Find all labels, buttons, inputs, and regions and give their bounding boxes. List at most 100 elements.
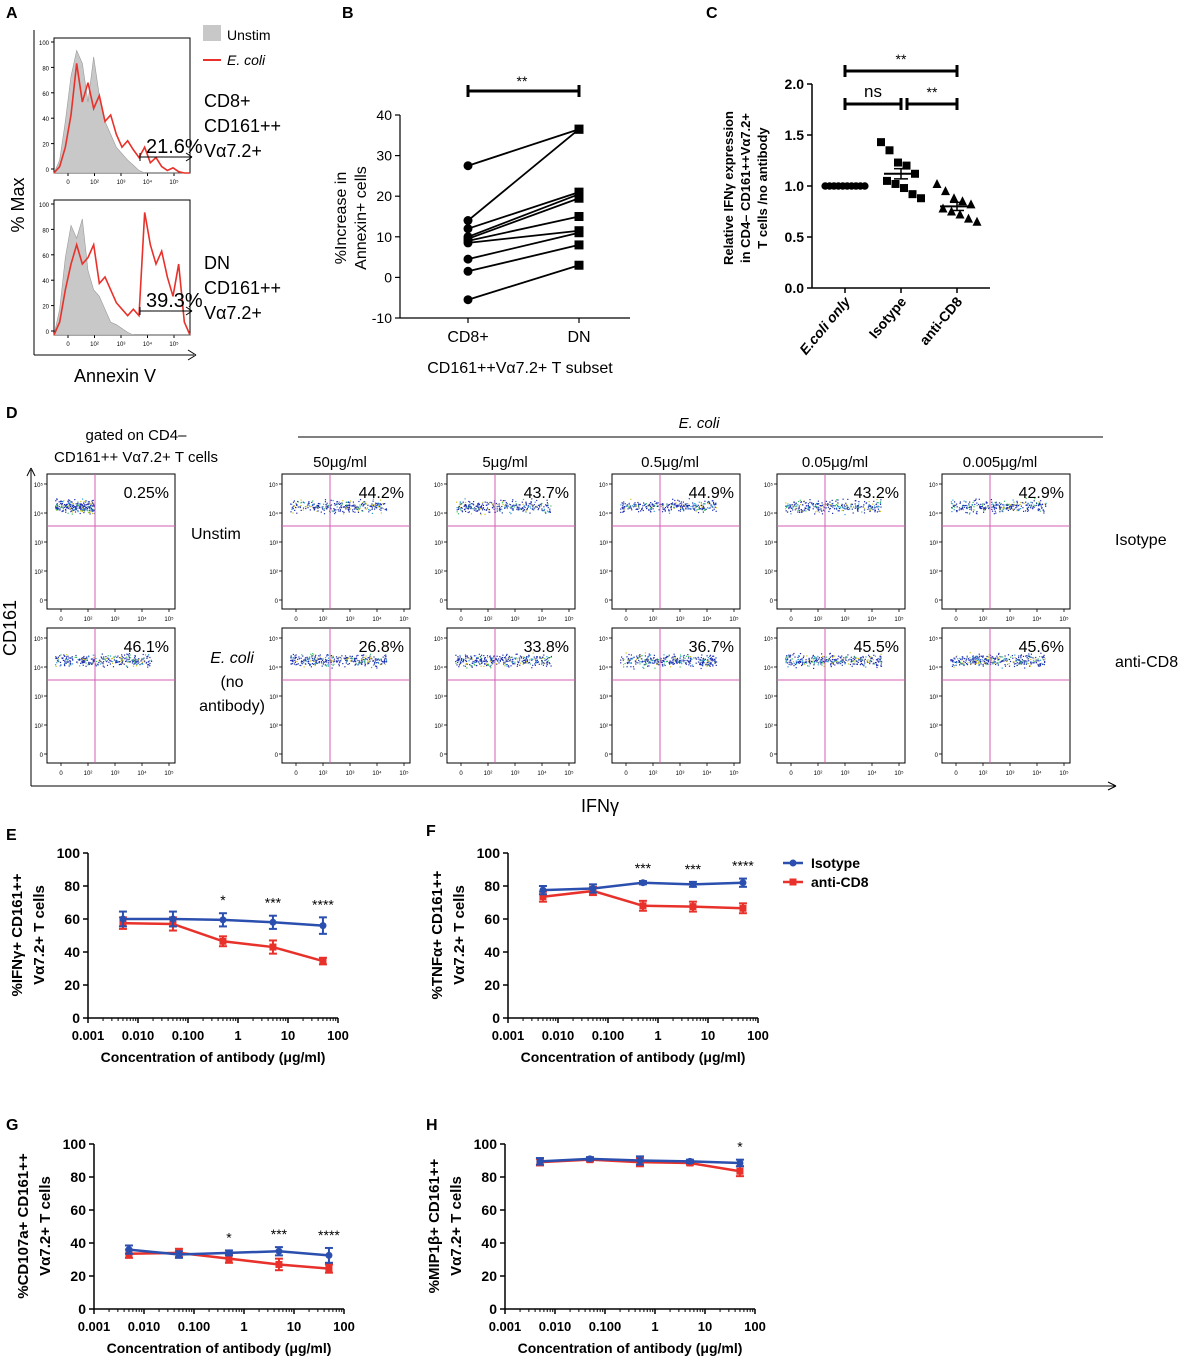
dotplot-event [355,661,357,663]
dotplot-event [789,660,791,662]
dotplot-event [70,501,72,503]
dotplot-event [956,503,958,505]
dotplot-event [871,660,873,663]
dotplot-event [633,656,635,658]
dotplot-event [518,506,520,508]
dotplot-event [71,657,73,659]
dotplot-event [71,513,73,515]
dotplot-event [534,664,536,666]
dotplot-event [657,505,659,507]
dotplot-event [974,503,976,506]
dotplot-event [641,658,643,660]
dotplot-event [316,505,318,507]
dotplot-event [700,502,702,504]
dotplot-event [653,510,655,512]
dotplot-event [976,502,978,504]
dotplot-event [131,659,133,661]
dotplot-event [76,508,78,510]
dotplot-event [518,508,520,510]
dotplot-event [637,501,639,504]
panel-e-star-2: * [220,892,226,908]
dotplot-event [88,511,90,513]
panel-c-category-0: E.coli only [796,293,854,358]
dotplot-event [804,661,806,663]
dotplot-event [147,657,149,659]
dotplot-event [128,656,130,658]
dotplot-event [851,665,853,667]
dotplot-event [953,666,955,668]
dotplot-event [785,508,787,510]
dotplot-event [119,656,121,659]
dotplot-event [842,498,844,500]
dotplot-event [1018,663,1020,665]
dotplot-ytick-label-anticd8-4-3: 10² [929,724,938,730]
dotplot-event [982,504,984,506]
dotplot-event [786,511,789,513]
dotplot-event [294,509,296,511]
dotplot-event [850,656,852,658]
dotplot-event [72,506,75,509]
dotplot-event [966,663,968,665]
dotplot-event [468,511,470,513]
dotplot-event [505,658,507,660]
dotplot-event [544,511,546,513]
dotplot-event [296,504,298,506]
dotplot-event [512,663,514,665]
dotplot-event [978,653,980,655]
dotplot-event [361,503,363,505]
dotplot-event [716,661,718,663]
dotplot-event [797,511,799,513]
dotplot-event [459,654,461,657]
dotplot-event [807,507,809,509]
dotplot-event [1036,502,1038,504]
dotplot-event [56,505,58,508]
dotplot-event [290,659,292,662]
dotplot-event [89,502,91,504]
dotplot-event [330,508,332,510]
dotplot-event [809,663,811,665]
dotplot-event [1012,657,1014,659]
dotplot-event [792,504,794,506]
dotplot-event [954,661,956,663]
dotplot-event [991,506,993,508]
dotplot-event [539,656,541,658]
dotplot-event [1016,664,1018,666]
dotplot-event [641,661,643,663]
dotplot-event [1013,663,1016,665]
dotplot-event [549,511,551,513]
dotplot-event [530,658,532,660]
dotplot-event [702,511,704,513]
dotplot-event [314,656,316,658]
dotplot-event [357,664,359,666]
dotplot-event [365,503,367,505]
dotplot-event [546,661,548,663]
dotplot-event [68,506,70,508]
dotplot-event [103,658,105,660]
dotplot-event [825,500,827,502]
dotplot-event [650,662,652,664]
legend-isotype-label: Isotype [811,855,860,871]
dotplot-event [327,505,329,507]
dotplot-event [511,508,513,510]
dotplot-event [785,658,787,660]
dotplot-event [143,660,145,662]
dotplot-event [672,661,674,663]
dotplot-event [479,655,481,658]
dotplot-event [299,506,301,508]
dotplot-event [656,503,658,505]
dotplot-event [1033,658,1035,660]
dotplot-event [643,504,645,506]
dotplot-event [981,505,983,508]
dotplot-event [787,503,789,505]
dotplot-event [327,660,330,662]
dotplot-ytick-label-anticd8-2-3: 10² [599,724,608,730]
dotplot-event [968,504,970,506]
dotplot-event [505,654,508,656]
dotplot-event [979,659,981,661]
dotplot-event [997,504,999,506]
dotplot-event [997,663,999,665]
dotplot-event [486,507,489,509]
dotplot-event [475,510,477,512]
dotplot-event [819,505,821,507]
dotplot-event [528,662,530,664]
